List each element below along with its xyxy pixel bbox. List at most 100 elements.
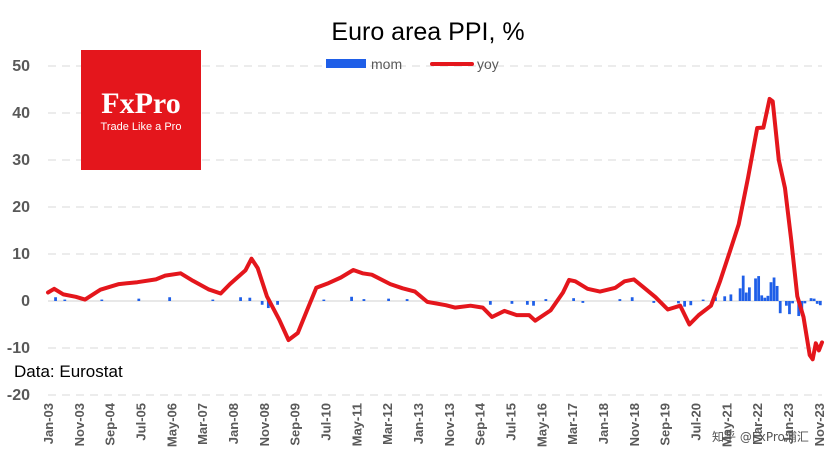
y-tick-label: 0 (21, 293, 30, 310)
mom-bar (760, 295, 764, 301)
x-tick-label: Jan-18 (596, 403, 611, 444)
yoy-line (46, 96, 824, 362)
mom-bar (815, 301, 819, 304)
mom-bar (689, 301, 693, 306)
mom-bar (766, 295, 770, 301)
mom-bar (757, 276, 761, 301)
mom-bar (652, 301, 656, 303)
x-tick-label: Jul-10 (319, 403, 334, 441)
y-tick-label: -20 (7, 387, 30, 404)
mom-bar (260, 301, 264, 305)
x-tick-label: Jan-08 (226, 403, 241, 444)
mom-bar (211, 299, 215, 301)
mom-bar (741, 275, 745, 301)
mom-bar (544, 299, 548, 301)
y-tick-label: 20 (12, 199, 30, 216)
mom-bar (775, 285, 779, 301)
mom-bar (137, 298, 141, 301)
logo-background (81, 50, 201, 170)
mom-bar (350, 296, 353, 301)
x-tick-label: Jul-20 (689, 403, 704, 441)
x-tick-label: Jul-15 (504, 403, 519, 441)
mom-bar (572, 298, 575, 301)
mom-bar (63, 299, 67, 301)
mom-bar (763, 297, 767, 301)
mom-bar (818, 301, 822, 306)
x-axis: Jan-03 Nov-03 Sep-04 Jul-05 May-06 Mar-07 Jan-… (41, 402, 827, 447)
logo-tagline: Trade Like a Pro (101, 121, 182, 133)
x-tick-label: Nov-03 (72, 403, 87, 446)
watermark: 知乎 @FxPro浦汇 (712, 430, 809, 444)
mom-bar (772, 277, 776, 301)
legend-mom-label: mom (371, 56, 402, 72)
mom-bar (738, 288, 742, 301)
mom-bar (723, 296, 727, 301)
mom-bar (677, 301, 680, 304)
legend: mom yoy (326, 56, 499, 72)
mom-bar (729, 294, 733, 301)
mom-bar (248, 297, 252, 301)
mom-bar (239, 297, 242, 301)
mom-bar (532, 301, 535, 306)
mom-bar (581, 301, 585, 303)
mom-bar (322, 299, 326, 301)
mom-bar (754, 278, 757, 301)
mom-bar (387, 298, 390, 301)
mom-bar (701, 299, 705, 301)
mom-bar (266, 301, 270, 309)
mom-bar (788, 301, 791, 315)
x-tick-label: Mar-17 (565, 403, 580, 445)
mom-bar (791, 301, 794, 304)
y-tick-label: 40 (12, 105, 30, 122)
x-tick-label: Nov-18 (627, 403, 642, 446)
x-tick-label: Jan-23 (781, 403, 796, 444)
x-tick-label: May-11 (349, 403, 364, 446)
source-note: Data: Eurostat (14, 362, 123, 381)
y-tick-label: -10 (7, 340, 30, 357)
x-tick-label: Sep-19 (658, 403, 673, 446)
x-tick-label: Nov-13 (442, 403, 457, 446)
mom-bar (276, 301, 279, 305)
mom-bar (778, 301, 782, 314)
logo-brand: FxPro (101, 87, 180, 120)
fxpro-logo: FxPro Trade Like a Pro (81, 50, 201, 170)
mom-bar (769, 282, 773, 301)
mom-bar (510, 301, 514, 304)
x-tick-label: Nov-08 (257, 403, 272, 446)
x-tick-label: Sep-09 (288, 403, 303, 446)
x-tick-label: Jan-03 (41, 403, 56, 444)
mom-bar (54, 297, 57, 301)
y-tick-label: 30 (12, 152, 30, 169)
x-tick-label: Nov-23 (812, 403, 827, 446)
mom-bar (812, 298, 816, 301)
chart-title: Euro area PPI, % (331, 18, 524, 46)
mom-bar (683, 301, 687, 307)
mom-bar (747, 287, 751, 301)
y-axis: 50 40 30 20 10 0 -10 -20 (7, 58, 30, 404)
mom-bar (100, 299, 104, 301)
mom-bar (618, 299, 622, 301)
x-tick-label: May-16 (534, 403, 549, 447)
mom-bar (168, 297, 172, 301)
mom-bar (803, 301, 807, 304)
x-tick-label: Jul-05 (134, 403, 149, 441)
mom-bar (784, 301, 788, 306)
yoy-series-line (46, 96, 824, 362)
mom-bar (362, 299, 366, 301)
x-tick-label: Sep-14 (473, 402, 488, 445)
mom-bar (405, 299, 409, 301)
legend-mom-swatch (326, 59, 366, 68)
mom-bar (744, 292, 748, 301)
x-tick-label: Mar-22 (750, 403, 765, 445)
mom-bar (809, 298, 813, 301)
y-tick-label: 50 (12, 58, 30, 75)
x-tick-label: Sep-04 (103, 402, 118, 445)
mom-bar (797, 301, 801, 317)
mom-bar (525, 301, 529, 305)
mom-bar (630, 297, 634, 301)
x-tick-label: Mar-12 (380, 403, 395, 445)
x-tick-label: Jan-13 (411, 403, 426, 444)
x-tick-label: Mar-07 (195, 403, 210, 445)
mom-bar (488, 301, 492, 305)
